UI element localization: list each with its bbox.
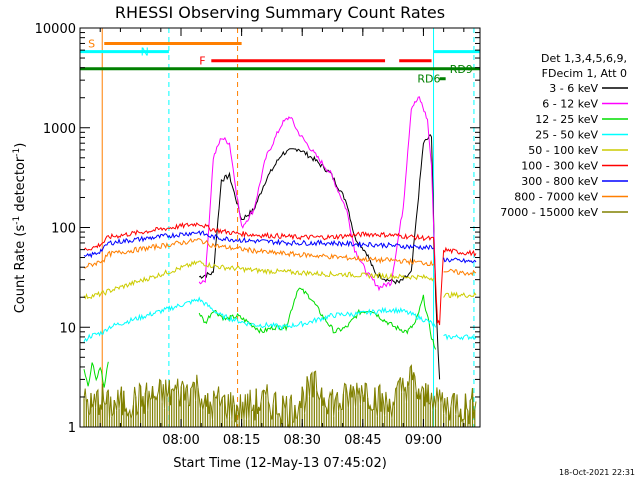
legend-label-2: 12 - 25 keV bbox=[535, 113, 598, 126]
series-7-line-0 bbox=[83, 237, 434, 269]
state-label-0: S bbox=[88, 37, 95, 50]
series-3 bbox=[83, 296, 477, 343]
series-8-line-0 bbox=[83, 363, 477, 429]
series-2 bbox=[198, 287, 437, 350]
x-tick-label-0: 08:00 bbox=[162, 433, 199, 448]
legend-label-4: 50 - 100 keV bbox=[528, 144, 598, 157]
y-axis-title-main: Count Rate (s bbox=[13, 225, 28, 314]
series-4-line-0 bbox=[83, 260, 434, 300]
series-2-line-0 bbox=[198, 287, 437, 350]
series-7-line-1 bbox=[443, 268, 477, 277]
series-4-line-1 bbox=[443, 290, 477, 299]
legend-items: 3 - 6 keV 6 - 12 keV 12 - 25 keV 25 - 50 ke… bbox=[500, 82, 628, 219]
state-label-1: N bbox=[141, 46, 149, 59]
y-axis-title-mid: detector bbox=[13, 156, 28, 216]
legend-label-5: 100 - 300 keV bbox=[521, 160, 598, 173]
legend-label-6: 300 - 800 keV bbox=[521, 175, 598, 188]
series-3-line-0 bbox=[83, 296, 437, 343]
y-tick-label-3: 1000 bbox=[43, 122, 76, 137]
legend: Det 1,3,4,5,6,9, FDecim 1, Att 0 3 - 6 k… bbox=[500, 52, 628, 219]
series-3-line-1 bbox=[443, 334, 477, 341]
legend-label-3: 25 - 50 keV bbox=[535, 129, 598, 142]
axes: 08:00 08:15 08:30 08:45 09:00 1 10 100 1000 10000 bbox=[35, 22, 480, 448]
y-tick-label-0: 1 bbox=[68, 421, 76, 436]
legend-label-1: 6 - 12 keV bbox=[542, 98, 598, 111]
series-5-line-0 bbox=[83, 222, 477, 326]
state-label-6: RD6 bbox=[417, 73, 440, 86]
x-tick-label-2: 08:30 bbox=[283, 433, 320, 448]
y-tick-label-2: 100 bbox=[51, 222, 76, 237]
legend-header-2: FDecim 1, Att 0 bbox=[542, 67, 627, 80]
plot-area: S N F RD9 RD6 bbox=[80, 28, 480, 429]
series-6-line-0 bbox=[83, 230, 434, 259]
x-tick-label-3: 08:45 bbox=[344, 433, 381, 448]
state-label-3: F bbox=[199, 55, 205, 68]
state-label-5: RD9 bbox=[450, 63, 473, 76]
series-4 bbox=[83, 260, 477, 300]
series-6-line-1 bbox=[443, 257, 477, 264]
series-1-line-0 bbox=[198, 96, 437, 292]
series-9-line-0 bbox=[83, 361, 109, 388]
x-axis-title: Start Time (12-May-13 07:45:02) bbox=[173, 456, 387, 471]
series-8 bbox=[83, 363, 477, 429]
y-axis-title-exp2: -1 bbox=[12, 148, 22, 157]
series-7 bbox=[83, 237, 477, 277]
x-tick-label-4: 09:00 bbox=[405, 433, 442, 448]
y-axis-title-end: ) bbox=[13, 143, 28, 148]
x-tick-label-1: 08:15 bbox=[223, 433, 260, 448]
y-axis-title-exp1: -1 bbox=[12, 216, 22, 225]
legend-header-1: Det 1,3,4,5,6,9, bbox=[541, 52, 627, 65]
series-5 bbox=[83, 222, 477, 326]
series-6 bbox=[83, 230, 477, 264]
y-tick-label-1: 10 bbox=[59, 321, 76, 336]
legend-label-7: 800 - 7000 keV bbox=[514, 191, 598, 204]
legend-label-8: 7000 - 15000 keV bbox=[500, 206, 598, 219]
y-axis-title: Count Rate (s-1 detector-1) bbox=[12, 143, 28, 314]
chart-title: RHESSI Observing Summary Count Rates bbox=[115, 3, 445, 22]
date-stamp: 18-Oct-2021 22:31 bbox=[559, 468, 635, 477]
series-9 bbox=[83, 361, 109, 388]
legend-label-0: 3 - 6 keV bbox=[549, 82, 598, 95]
series-1 bbox=[198, 96, 437, 292]
y-tick-label-4: 10000 bbox=[35, 22, 76, 37]
